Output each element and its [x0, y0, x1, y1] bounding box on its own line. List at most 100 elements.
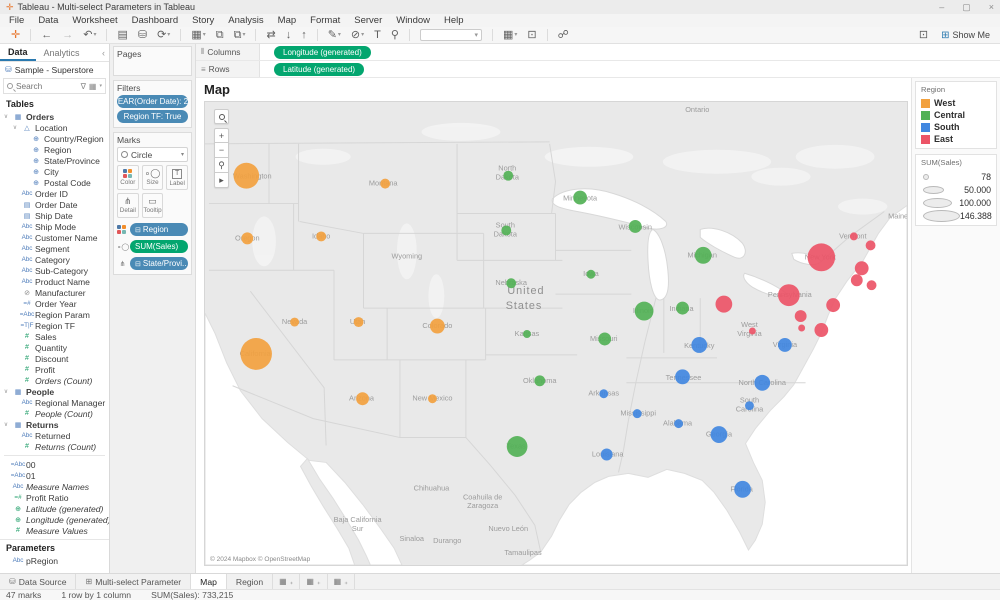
field-row[interactable]: # Profit — [0, 364, 109, 375]
group-members-icon[interactable]: ⊘ ▾ — [346, 28, 369, 43]
map-mark-oklahoma[interactable] — [534, 375, 546, 387]
field-row[interactable]: ⊕ Country/Region — [0, 133, 109, 144]
mark-pill[interactable]: SUM(Sales) — [130, 240, 188, 253]
view-options-icon[interactable]: ▦ — [88, 81, 97, 91]
field-row[interactable]: Abc Measure Names — [0, 481, 109, 492]
field-row[interactable]: ▤ Ship Date — [0, 210, 109, 221]
filter-fields-icon[interactable]: ∇ — [80, 81, 86, 91]
field-row[interactable]: Abc Product Name — [0, 276, 109, 287]
minimize-button[interactable]: – — [939, 2, 945, 12]
tab-analytics[interactable]: Analytics — [43, 47, 80, 58]
show-hide-cards-icon[interactable]: ▦ ▾ — [498, 28, 522, 43]
expand-caret-icon[interactable]: ∨ — [3, 389, 9, 395]
field-row[interactable]: ∨ ▦ Orders — [0, 111, 109, 122]
menu-help[interactable]: Help — [444, 15, 464, 26]
field-row[interactable]: Abc Returned — [0, 430, 109, 441]
field-row[interactable]: Abc Category — [0, 254, 109, 265]
map-mark-north-carolina[interactable] — [754, 374, 771, 391]
color-legend[interactable]: Region West Central South East — [915, 81, 997, 149]
expand-caret-icon[interactable]: ∨ — [12, 125, 18, 131]
field-row[interactable]: ∨ △ Location — [0, 122, 109, 133]
map-mark-connecticut[interactable] — [850, 274, 863, 287]
fit-combo[interactable]: ▾ — [419, 29, 482, 41]
filters-card[interactable]: Filters YEAR(Order Date): 2..Region TF: … — [113, 80, 192, 128]
expand-caret-icon[interactable]: ∨ — [3, 114, 9, 120]
field-row[interactable]: =# Profit Ratio — [0, 492, 109, 503]
new-worksheet-icon[interactable]: ▦ ▾ — [186, 28, 210, 43]
map-mark-south-dakota[interactable] — [501, 225, 512, 236]
new-data-source-icon[interactable]: ⛁ — [133, 28, 152, 43]
map-mark-massachusetts[interactable] — [854, 261, 869, 276]
menu-dashboard[interactable]: Dashboard — [131, 15, 179, 26]
sheet-tab-region[interactable]: Region — [227, 574, 274, 589]
tab-data[interactable]: Data — [0, 44, 36, 61]
map-mark-montana[interactable] — [380, 178, 391, 189]
zoom-in-button[interactable]: + — [214, 128, 229, 143]
duplicate-sheet-icon[interactable]: ⧉ — [211, 28, 229, 43]
field-row[interactable]: Abc Order ID — [0, 188, 109, 199]
filter-pill[interactable]: Region TF: True — [117, 110, 188, 123]
field-row[interactable]: # Quantity — [0, 342, 109, 353]
menu-map[interactable]: Map — [277, 15, 297, 26]
map-mark-kentucky[interactable] — [691, 336, 708, 353]
pin-button[interactable]: ⚲ — [214, 158, 229, 173]
field-row[interactable]: # Returns (Count) — [0, 441, 109, 452]
field-row[interactable]: =Abc 01 — [0, 470, 109, 481]
highlight-icon[interactable]: ✎ ▾ — [323, 28, 346, 43]
expand-caret-icon[interactable]: ∨ — [3, 422, 9, 428]
sheet-tab-multi-select-parameter[interactable]: ⊞ Multi-select Parameter — [76, 574, 192, 589]
swap-rows-columns-icon[interactable]: ⇄ — [261, 28, 280, 43]
map-mark-new-jersey[interactable] — [826, 298, 841, 313]
field-row[interactable]: ∨ ▦ People — [0, 386, 109, 397]
field-row[interactable]: ⊕ Region — [0, 144, 109, 155]
field-row[interactable]: # Discount — [0, 353, 109, 364]
share-icon[interactable]: ☍ — [553, 28, 574, 43]
field-row[interactable]: ⊕ City — [0, 166, 109, 177]
new-dashboard-button[interactable]: ▦ ₊ — [300, 574, 328, 589]
mark-type-dropdown[interactable]: Circle ▾ — [117, 147, 188, 162]
map-mark-new-hampshire[interactable] — [865, 240, 876, 251]
pages-card[interactable]: Pages — [113, 46, 192, 76]
map-mark-north-dakota[interactable] — [503, 170, 514, 181]
sheet-tab-data-source[interactable]: ⛁ Data Source — [0, 574, 77, 589]
field-row[interactable]: ⊘ Manufacturer — [0, 287, 109, 298]
collapse-pane-icon[interactable]: ‹ — [102, 47, 105, 58]
back-icon[interactable]: ← — [36, 28, 57, 43]
map-mark-utah[interactable] — [353, 317, 364, 328]
mark-pill[interactable]: ⊟ Region — [130, 223, 188, 236]
menu-format[interactable]: Format — [310, 15, 341, 26]
map-mark-pennsylvania[interactable] — [778, 284, 800, 307]
map-mark-wisconsin[interactable] — [628, 219, 642, 233]
fix-axes-icon[interactable]: ⚲ — [386, 28, 404, 43]
map-mark-tennessee[interactable] — [675, 369, 690, 385]
refresh-icon[interactable]: ⟳ ▾ — [152, 28, 175, 43]
menu-worksheet[interactable]: Worksheet — [72, 15, 118, 26]
sheet-tab-map[interactable]: Map — [191, 574, 227, 589]
field-row[interactable]: Abc Segment — [0, 243, 109, 254]
zoom-out-button[interactable]: − — [214, 143, 229, 158]
save-icon[interactable]: ▤ — [112, 28, 132, 43]
map-mark-missouri[interactable] — [598, 332, 612, 346]
new-worksheet-button[interactable]: ▦ ₊ — [273, 574, 301, 589]
legend-item-west[interactable]: West — [921, 97, 991, 109]
map-mark-rhode-island[interactable] — [866, 280, 877, 291]
filter-pill[interactable]: YEAR(Order Date): 2.. — [117, 95, 188, 108]
mark-button-tooltip[interactable]: ▭ Tooltip — [141, 193, 164, 218]
close-button[interactable]: × — [988, 2, 994, 12]
field-row[interactable]: Abc Customer Name — [0, 232, 109, 243]
mark-pill[interactable]: ⊟ State/Provi.. — [130, 257, 188, 270]
field-row[interactable]: # Orders (Count) — [0, 375, 109, 386]
menu-story[interactable]: Story — [192, 15, 215, 26]
legend-item-east[interactable]: East — [921, 133, 991, 145]
map-mark-alabama[interactable] — [674, 419, 684, 429]
rows-pill[interactable]: Latitude (generated) — [274, 62, 365, 76]
map-mark-arkansas[interactable] — [599, 389, 609, 399]
map-mark-new-york[interactable] — [807, 243, 836, 272]
legend-item-south[interactable]: South — [921, 121, 991, 133]
tableau-logo-icon[interactable]: ✛ — [6, 28, 25, 43]
map-mark-texas[interactable] — [506, 436, 528, 457]
menu-analysis[interactable]: Analysis — [228, 15, 264, 26]
presentation-mode-icon[interactable]: ⊡ — [522, 28, 541, 43]
menu-server[interactable]: Server — [354, 15, 383, 26]
map-mark-iowa[interactable] — [586, 269, 596, 279]
